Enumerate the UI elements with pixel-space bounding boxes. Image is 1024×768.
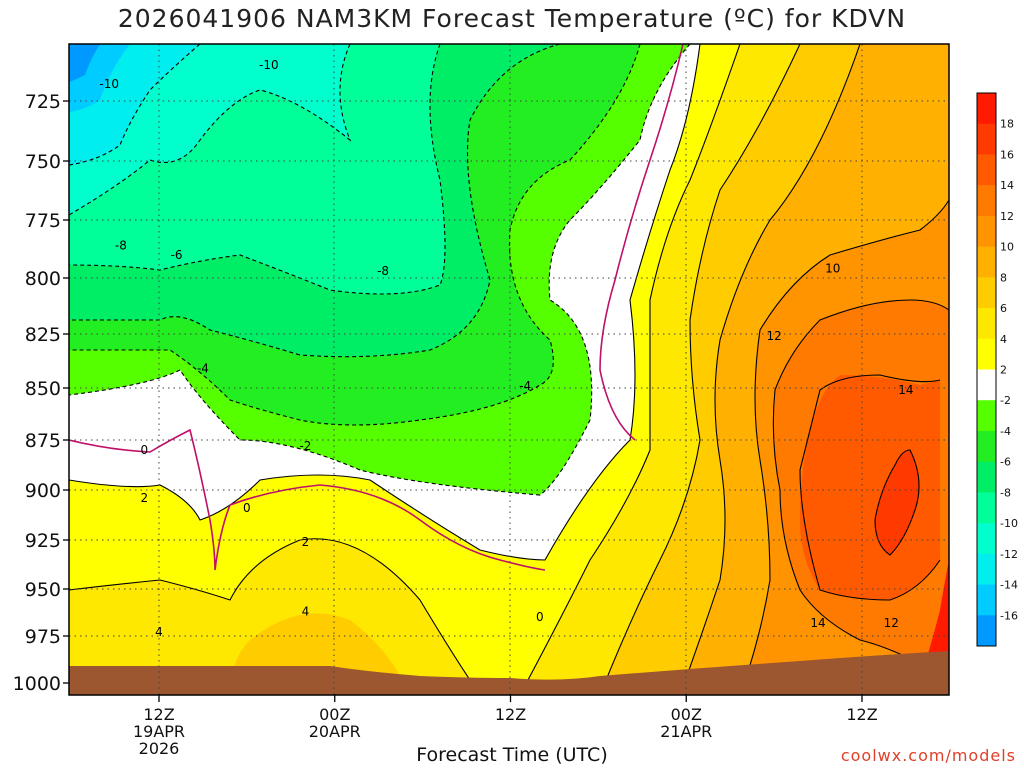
contour-label: 2 <box>141 491 149 505</box>
colorbar-swatch <box>977 553 996 586</box>
colorbar-label: 14 <box>1000 179 1014 192</box>
colorbar-label: -6 <box>1000 456 1011 469</box>
y-tick-label: 800 <box>25 268 61 290</box>
colorbar-label: 8 <box>1000 271 1007 284</box>
colorbar-swatch <box>977 461 996 493</box>
colorbar-swatch <box>977 430 996 463</box>
x-axis-label: Forecast Time (UTC) <box>416 744 608 766</box>
contour-lines <box>69 44 949 695</box>
contour-label: 14 <box>898 383 913 397</box>
contour-label: 0 <box>536 610 544 624</box>
x-tick-label: 12Z <box>143 705 174 724</box>
colorbar-label: 10 <box>1000 241 1014 254</box>
y-tick-label: 825 <box>25 324 61 346</box>
contour-label: -10 <box>259 58 279 72</box>
y-tick-label: 725 <box>25 91 61 113</box>
grid <box>69 44 949 695</box>
colorbar-label: 12 <box>1000 210 1014 223</box>
colorbar-swatch <box>977 246 996 278</box>
contour-labels: -10 -10 -8 -6 -8 -4 -4 -2 0 0 0 2 2 4 4 10 12 14 14 12 <box>99 58 913 639</box>
y-tick-label: 925 <box>25 530 61 552</box>
y-tick-label: 775 <box>25 210 61 232</box>
colorbar-swatch <box>977 492 996 524</box>
colorbar-label: 16 <box>1000 148 1014 161</box>
colorbar-swatch <box>977 215 996 248</box>
colorbar-label: 2 <box>1000 364 1007 377</box>
colorbar-swatch <box>977 400 996 432</box>
colorbar-swatch <box>977 369 996 401</box>
freezing-isotherm-upper <box>599 44 684 441</box>
colorbar-label: -16 <box>1000 609 1018 622</box>
contour-label: -8 <box>377 264 389 278</box>
contour-label: 10 <box>825 262 840 276</box>
contour-label: 12 <box>884 616 899 630</box>
contour-label: 2 <box>302 535 310 549</box>
x-tick-label: 12Z <box>495 705 526 724</box>
y-tick-label: 950 <box>25 579 61 601</box>
plot-frame <box>68 43 950 696</box>
colorbar-label: -2 <box>1000 394 1011 407</box>
colorbar-frame <box>976 92 997 647</box>
x-tick-label: 00Z <box>671 705 702 724</box>
colorbar-swatch <box>977 308 996 340</box>
contour-label: 12 <box>766 329 781 343</box>
colorbar-swatch <box>977 185 996 217</box>
region-14-to-16 <box>800 375 940 600</box>
colorbar-label: -14 <box>1000 579 1018 592</box>
contour-label: -10 <box>99 77 119 91</box>
colorbar-swatch <box>977 277 996 309</box>
colorbar-swatch <box>977 615 996 647</box>
x-tick-label: 12Z <box>846 705 877 724</box>
x-tick-label: 00Z <box>319 705 350 724</box>
colorbar-label: 4 <box>1000 333 1007 346</box>
colorbar-swatch <box>977 584 996 616</box>
y-tick-label: 900 <box>25 480 61 502</box>
temperature-fill <box>69 44 949 695</box>
y-tick-label: 850 <box>25 378 61 400</box>
y-tick-label: 750 <box>25 151 61 173</box>
y-tick-label: 1000 <box>13 673 61 695</box>
x-tick-label: 2026 <box>139 739 180 758</box>
colorbar-swatch <box>977 523 996 555</box>
region-minus16-to-minus18 <box>69 44 100 82</box>
colorbar-label: -8 <box>1000 486 1011 499</box>
y-axis: 725 750 775 800 825 850 875 900 925 950 975 1000 <box>13 91 69 695</box>
colorbar-label: -4 <box>1000 425 1011 438</box>
y-tick-label: 975 <box>25 626 61 648</box>
contour-label: 4 <box>155 625 163 639</box>
y-tick-label: 875 <box>25 430 61 452</box>
colorbar-label: 6 <box>1000 302 1007 315</box>
colorbar-label: 18 <box>1000 118 1014 131</box>
contour-label: -2 <box>299 439 311 453</box>
contour-label: -4 <box>519 379 531 393</box>
colorbar: 18 16 14 12 10 8 6 4 2 -2 -4 -6 -8 -10 -12 -14 -16 <box>976 92 1018 647</box>
colorbar-swatch <box>977 154 996 186</box>
colorbar-swatch <box>977 338 996 370</box>
x-tick-label: 19APR <box>133 722 185 741</box>
colorbar-swatch <box>977 93 996 125</box>
x-tick-label: 20APR <box>309 722 361 741</box>
contour-label: 14 <box>810 616 825 630</box>
contour-label: -4 <box>197 362 209 376</box>
colorbar-label: -12 <box>1000 548 1018 561</box>
contour-label: 0 <box>243 501 251 515</box>
terrain <box>69 651 949 695</box>
region-16-to-18 <box>875 450 919 555</box>
contour-label: -8 <box>115 239 127 253</box>
contour-label: 4 <box>302 605 310 619</box>
contour-label: -6 <box>171 248 183 262</box>
contour-label: 0 <box>141 443 149 457</box>
chart-title: 2026041906 NAM3KM Forecast Temperature (… <box>117 4 907 33</box>
freezing-isotherm <box>69 428 546 571</box>
x-tick-label: 21APR <box>660 722 712 741</box>
colorbar-swatch <box>977 123 996 155</box>
colorbar-label: -10 <box>1000 517 1018 530</box>
credit-text: coolwx.com/models <box>840 746 1016 765</box>
